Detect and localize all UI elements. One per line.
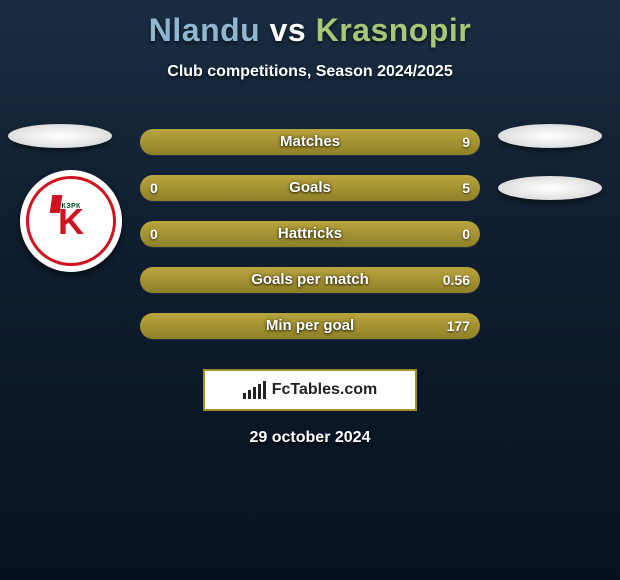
stat-value-left: 0 bbox=[150, 221, 158, 247]
stat-row: Hattricks0 0 bbox=[0, 211, 620, 257]
stat-label: Min per goal bbox=[140, 313, 480, 339]
stat-row: Matches9 bbox=[0, 119, 620, 165]
vs-label: vs bbox=[270, 12, 307, 48]
date-label: 29 october 2024 bbox=[0, 429, 620, 447]
stat-label: Goals bbox=[140, 175, 480, 201]
brand-bar bbox=[243, 393, 246, 399]
brand-bar bbox=[253, 387, 256, 399]
stat-row: Goals0 5 bbox=[0, 165, 620, 211]
brand-bar bbox=[258, 384, 261, 399]
stat-value-right: 9 bbox=[462, 129, 470, 155]
stat-label: Matches bbox=[140, 129, 480, 155]
player1-name: Nlandu bbox=[149, 12, 260, 48]
stat-value-left: 0 bbox=[150, 175, 158, 201]
stat-bar: Matches9 bbox=[140, 129, 480, 155]
stat-bar: Min per goal177 bbox=[140, 313, 480, 339]
stat-row: Min per goal177 bbox=[0, 303, 620, 349]
stat-bar: Goals per match0.56 bbox=[140, 267, 480, 293]
comparison-card: Nlandu vs Krasnopir Club competitions, S… bbox=[0, 0, 620, 580]
stat-value-right: 177 bbox=[447, 313, 470, 339]
stat-bar: Goals0 5 bbox=[140, 175, 480, 201]
page-title: Nlandu vs Krasnopir bbox=[0, 12, 620, 49]
brand-bars-icon bbox=[243, 381, 266, 399]
stat-bar: Hattricks0 0 bbox=[140, 221, 480, 247]
brand-bar bbox=[248, 390, 251, 399]
stat-value-right: 0.56 bbox=[443, 267, 470, 293]
player2-name: Krasnopir bbox=[316, 12, 472, 48]
brand-text: FcTables.com bbox=[272, 381, 378, 399]
subtitle: Club competitions, Season 2024/2025 bbox=[0, 63, 620, 81]
brand-badge: FcTables.com bbox=[203, 369, 417, 411]
stat-row: Goals per match0.56 bbox=[0, 257, 620, 303]
stats-list: Matches9Goals05Hattricks00Goals per matc… bbox=[0, 119, 620, 349]
stat-value-right: 0 bbox=[462, 221, 470, 247]
brand-bar bbox=[263, 381, 266, 399]
stat-label: Goals per match bbox=[140, 267, 480, 293]
stat-value-right: 5 bbox=[462, 175, 470, 201]
stat-label: Hattricks bbox=[140, 221, 480, 247]
